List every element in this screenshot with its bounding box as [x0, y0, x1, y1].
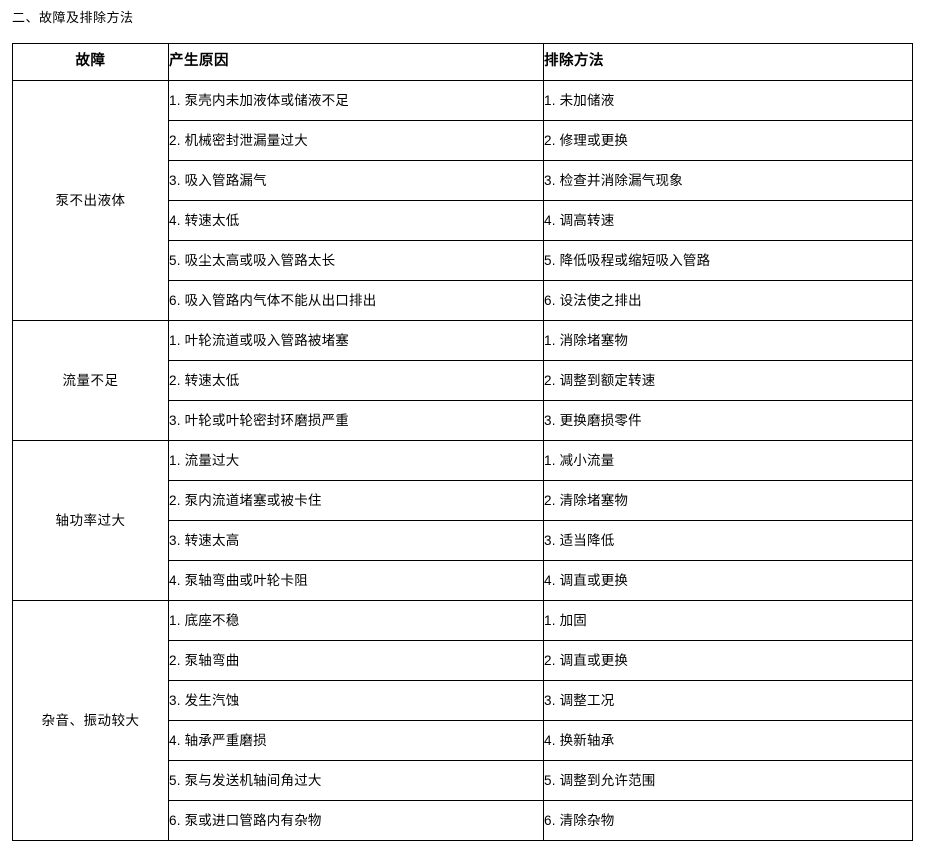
column-header-fault: 故障: [12, 43, 169, 81]
table-row: 泵不出液体 1. 泵壳内未加液体或储液不足 1. 未加储液: [12, 80, 913, 321]
page-title: 二、故障及排除方法: [12, 10, 134, 25]
remedy-cell: 4. 调高转速: [543, 200, 913, 241]
cause-cell: 6. 吸入管路内气体不能从出口排出: [168, 280, 544, 321]
table-row: 杂音、振动较大 1. 底座不稳 1. 加固: [12, 600, 913, 841]
table-row: 3. 叶轮或叶轮密封环磨损严重 3. 更换磨损零件: [13, 400, 913, 441]
table-row: 6. 吸入管路内气体不能从出口排出 6. 设法使之排出: [13, 280, 913, 321]
cause-cell: 2. 机械密封泄漏量过大: [168, 120, 544, 161]
column-header-remedy: 排除方法: [543, 43, 913, 81]
cause-cell: 5. 吸尘太高或吸入管路太长: [168, 240, 544, 281]
remedy-cell: 1. 减小流量: [543, 440, 913, 481]
remedy-cell: 3. 更换磨损零件: [543, 400, 913, 441]
table-row: 4. 转速太低 4. 调高转速: [13, 200, 913, 241]
table-row: 3. 发生汽蚀 3. 调整工况: [13, 680, 913, 721]
fault-troubleshooting-table: 故障 产生原因 排除方法 泵不出液体 1. 泵壳内未加液体或储液不足 1. 未加储液…: [12, 43, 913, 841]
cause-cell: 5. 泵与发送机轴间角过大: [168, 760, 544, 801]
cause-cell: 3. 发生汽蚀: [168, 680, 544, 721]
table-row: 4. 泵轴弯曲或叶轮卡阻 4. 调直或更换: [13, 560, 913, 601]
table-row: 2. 泵轴弯曲 2. 调直或更换: [13, 640, 913, 681]
table-row: 5. 吸尘太高或吸入管路太长 5. 降低吸程或缩短吸入管路: [13, 240, 913, 281]
table-row: 6. 泵或进口管路内有杂物 6. 清除杂物: [13, 800, 913, 841]
table-row: 轴功率过大 1. 流量过大 1. 减小流量: [12, 440, 913, 601]
table-body: 泵不出液体 1. 泵壳内未加液体或储液不足 1. 未加储液 2. 机械密封泄漏量过大 2…: [12, 80, 913, 841]
table-header: 故障 产生原因 排除方法: [12, 43, 913, 81]
fault-group-label: 泵不出液体: [12, 80, 169, 321]
cause-cell: 2. 泵内流道堵塞或被卡住: [168, 480, 544, 521]
cause-cell: 3. 叶轮或叶轮密封环磨损严重: [168, 400, 544, 441]
remedy-cell: 5. 调整到允许范围: [543, 760, 913, 801]
cause-cell: 1. 泵壳内未加液体或储液不足: [168, 80, 544, 121]
cause-cell: 3. 转速太高: [168, 520, 544, 561]
fault-group-label: 流量不足: [12, 320, 169, 441]
cause-cell: 3. 吸入管路漏气: [168, 160, 544, 201]
remedy-cell: 2. 修理或更换: [543, 120, 913, 161]
table-row: 2. 机械密封泄漏量过大 2. 修理或更换: [13, 120, 913, 161]
remedy-cell: 1. 未加储液: [543, 80, 913, 121]
table-row: 流量不足 1. 叶轮流道或吸入管路被堵塞 1. 消除堵塞物: [12, 320, 913, 441]
table-row: 4. 轴承严重磨损 4. 换新轴承: [13, 720, 913, 761]
table-row: 2. 泵内流道堵塞或被卡住 2. 清除堵塞物: [13, 480, 913, 521]
cause-cell: 2. 转速太低: [168, 360, 544, 401]
cause-cell: 4. 轴承严重磨损: [168, 720, 544, 761]
table-header-row: 故障 产生原因 排除方法: [12, 43, 913, 81]
remedy-cell: 3. 调整工况: [543, 680, 913, 721]
fault-group-label: 杂音、振动较大: [12, 600, 169, 841]
cause-cell: 6. 泵或进口管路内有杂物: [168, 800, 544, 841]
table-row: 3. 吸入管路漏气 3. 检查并消除漏气现象: [13, 160, 913, 201]
cause-cell: 1. 叶轮流道或吸入管路被堵塞: [168, 320, 544, 361]
cause-cell: 2. 泵轴弯曲: [168, 640, 544, 681]
remedy-cell: 2. 调整到额定转速: [543, 360, 913, 401]
table-row: 5. 泵与发送机轴间角过大 5. 调整到允许范围: [13, 760, 913, 801]
remedy-cell: 4. 调直或更换: [543, 560, 913, 601]
fault-group-label: 轴功率过大: [12, 440, 169, 601]
remedy-cell: 3. 检查并消除漏气现象: [543, 160, 913, 201]
remedy-cell: 3. 适当降低: [543, 520, 913, 561]
remedy-cell: 1. 加固: [543, 600, 913, 641]
remedy-cell: 4. 换新轴承: [543, 720, 913, 761]
remedy-cell: 1. 消除堵塞物: [543, 320, 913, 361]
cause-cell: 1. 流量过大: [168, 440, 544, 481]
column-header-cause: 产生原因: [168, 43, 544, 81]
remedy-cell: 6. 设法使之排出: [543, 280, 913, 321]
cause-cell: 4. 转速太低: [168, 200, 544, 241]
cause-cell: 1. 底座不稳: [168, 600, 544, 641]
fault-table-container: 故障 产生原因 排除方法 泵不出液体 1. 泵壳内未加液体或储液不足 1. 未加储液…: [12, 43, 913, 841]
remedy-cell: 6. 清除杂物: [543, 800, 913, 841]
remedy-cell: 5. 降低吸程或缩短吸入管路: [543, 240, 913, 281]
remedy-cell: 2. 清除堵塞物: [543, 480, 913, 521]
table-row: 2. 转速太低 2. 调整到额定转速: [13, 360, 913, 401]
remedy-cell: 2. 调直或更换: [543, 640, 913, 681]
cause-cell: 4. 泵轴弯曲或叶轮卡阻: [168, 560, 544, 601]
